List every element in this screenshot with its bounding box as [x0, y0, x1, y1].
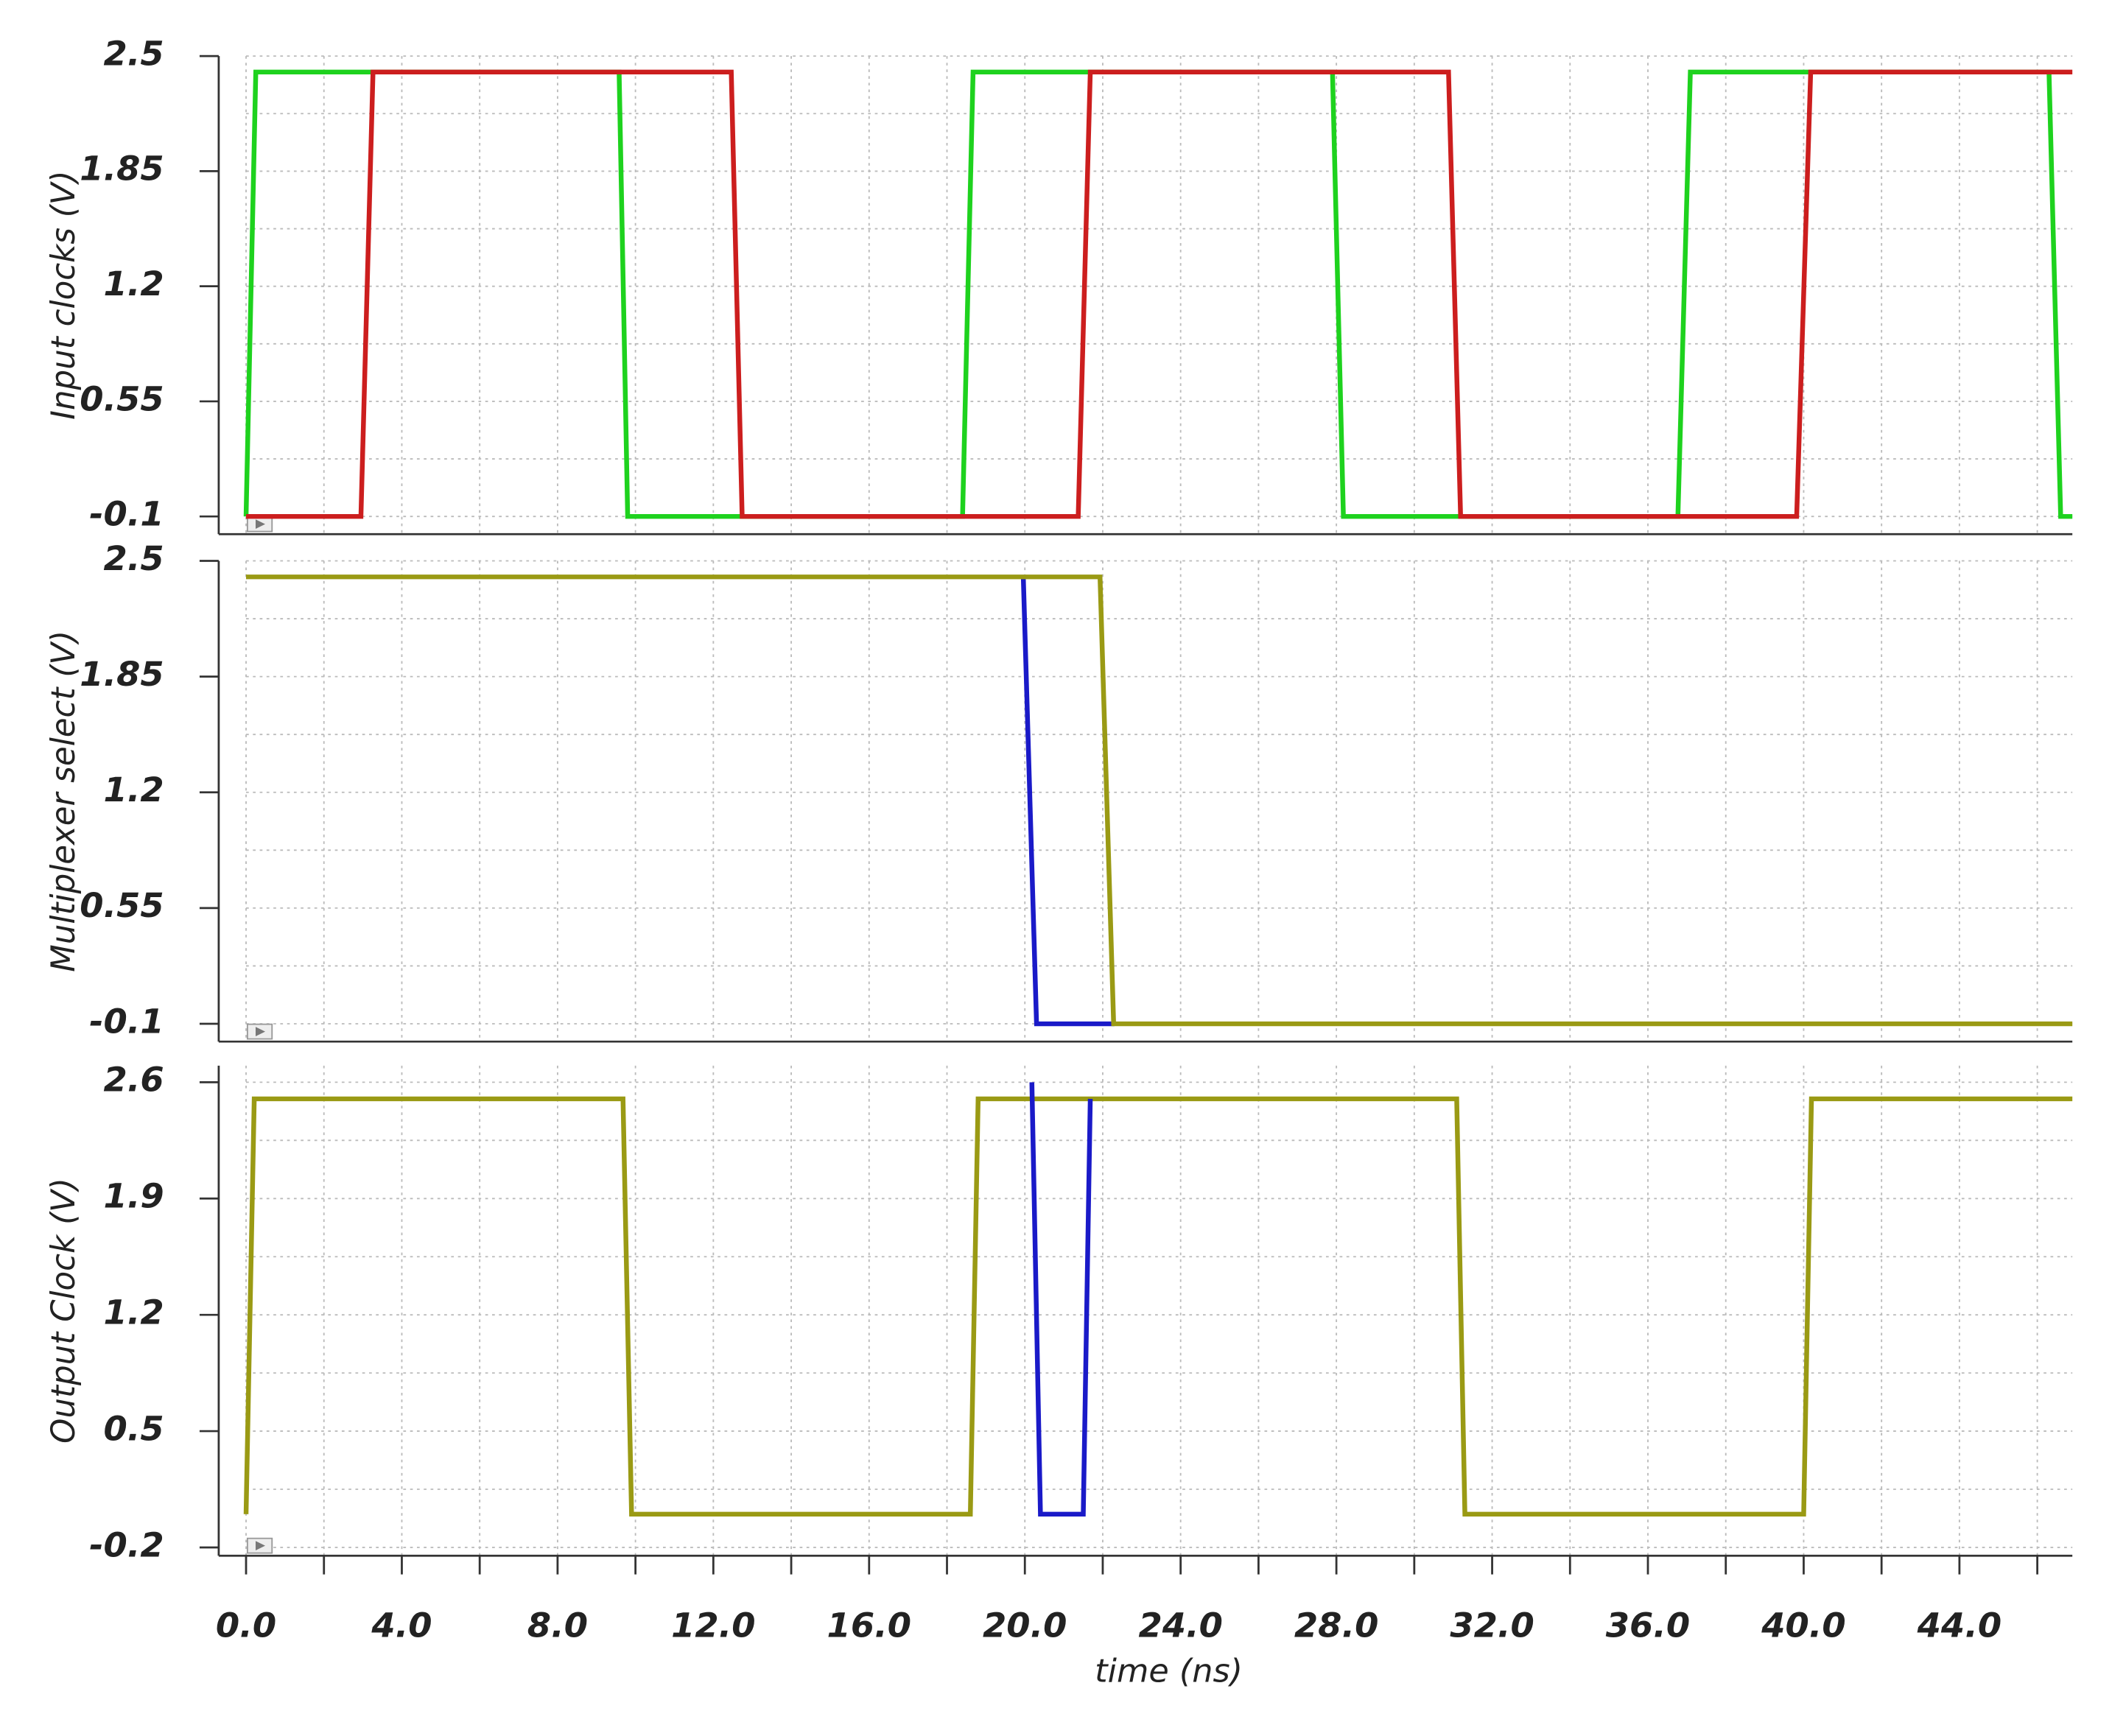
line-series	[1029, 1082, 1093, 1517]
x-tick-label: 20.0	[983, 1606, 1067, 1645]
y-tick-label: 0.5	[103, 1409, 164, 1448]
x-tick-label: 28.0	[1294, 1606, 1378, 1645]
x-tick-label: 32.0	[1450, 1606, 1534, 1645]
y-tick-label: 1.85	[80, 654, 164, 693]
y-tick-label: 1.9	[103, 1176, 164, 1215]
x-tick-label: 24.0	[1138, 1606, 1222, 1645]
y-tick-label: 2.5	[103, 538, 164, 577]
y-tick-label: 0.55	[80, 886, 164, 925]
y-tick-label: 0.55	[80, 379, 164, 418]
line-series	[246, 69, 2073, 519]
play-icon-arrow	[256, 1541, 265, 1550]
line-series	[1020, 577, 1115, 1027]
play-icon-arrow	[256, 1027, 265, 1036]
y-tick-label: 1.85	[80, 149, 164, 188]
play-icon-arrow	[256, 519, 265, 529]
line-series	[246, 574, 2073, 1027]
x-tick-label: 16.0	[827, 1606, 911, 1645]
y-tick-label: -0.2	[89, 1525, 164, 1564]
x-tick-label: 44.0	[1917, 1606, 2002, 1645]
line-series	[243, 1096, 2073, 1517]
y-tick-label: 2.5	[103, 34, 164, 73]
y-tick-label: -0.1	[89, 1002, 164, 1041]
y-tick-label: 1.2	[103, 1293, 164, 1332]
x-tick-label: 36.0	[1606, 1606, 1690, 1645]
x-tick-label: 0.0	[216, 1606, 276, 1645]
x-tick-label: 4.0	[371, 1606, 432, 1645]
y-tick-label: 1.2	[103, 770, 164, 809]
y-axis-label: Multiplexer select (V)	[45, 630, 83, 972]
x-tick-label: 12.0	[671, 1606, 755, 1645]
x-tick-label: 8.0	[527, 1606, 588, 1645]
y-axis-label: Output Clock (V)	[45, 1178, 83, 1444]
y-axis-label: Input clocks (V)	[45, 170, 83, 419]
y-tick-label: 1.2	[103, 264, 164, 303]
x-axis-label: time (ns)	[1095, 1653, 1243, 1690]
x-tick-label: 40.0	[1761, 1606, 1845, 1645]
y-tick-label: -0.1	[89, 494, 164, 533]
y-tick-label: 2.6	[103, 1060, 164, 1099]
